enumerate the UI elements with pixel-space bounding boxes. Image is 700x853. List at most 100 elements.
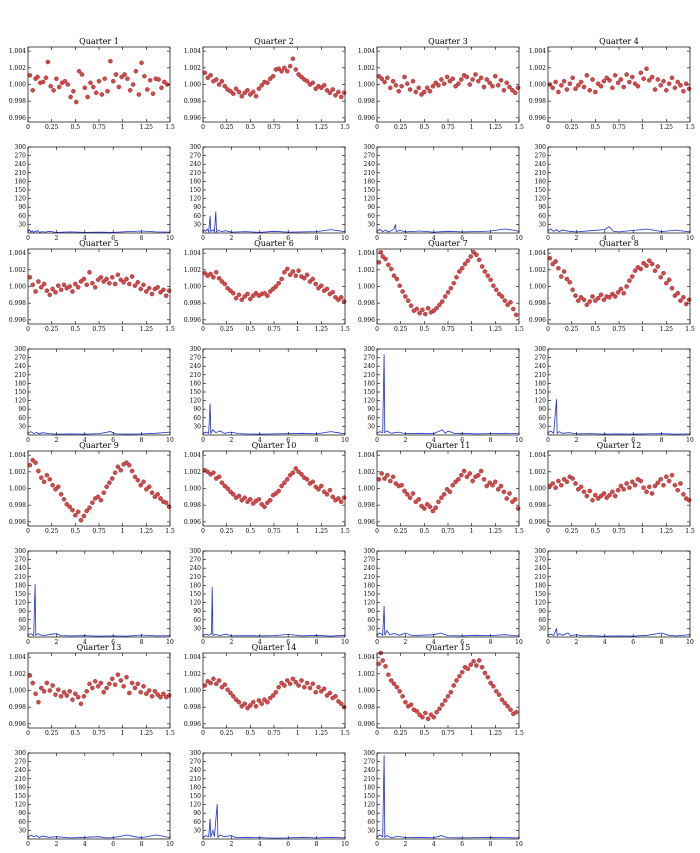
y-tick-label: 0.996: [9, 721, 26, 728]
data-point: [327, 690, 333, 696]
plot-frame: [376, 348, 520, 436]
data-point: [454, 274, 459, 280]
y-tick-label: 240: [535, 565, 547, 572]
data-point: [462, 261, 468, 267]
data-point: [456, 81, 461, 86]
x-tick-label: 8: [140, 841, 144, 848]
y-tick-label: 90: [367, 810, 375, 817]
y-tick-label: 90: [367, 608, 375, 615]
data-point: [282, 65, 287, 71]
x-tick-label: 8: [140, 639, 144, 646]
chart-title: Quarter 10: [252, 441, 297, 450]
data-point: [393, 83, 399, 88]
data-point: [307, 685, 313, 691]
x-tick-label: 4: [83, 639, 87, 646]
x-tick-label: 8: [660, 639, 664, 646]
x-tick-label: 0: [375, 528, 379, 535]
data-point: [481, 84, 487, 90]
x-tick-label: 0: [201, 730, 205, 737]
data-point: [647, 78, 652, 83]
data-point: [638, 266, 644, 272]
x-tick-label: 6: [286, 841, 290, 848]
chart-title: Quarter 4: [599, 37, 639, 46]
y-tick-label: 90: [193, 406, 201, 413]
y-tick-label: 150: [364, 187, 376, 194]
data-point: [36, 468, 41, 474]
data-point: [621, 290, 627, 296]
data-point: [279, 483, 284, 489]
y-tick-label: 120: [535, 600, 547, 607]
data-point: [84, 508, 89, 514]
data-point: [33, 289, 38, 294]
x-tick-label: 1.25: [489, 326, 503, 333]
data-point: [92, 284, 98, 290]
y-tick-label: 210: [364, 776, 376, 783]
data-point: [121, 279, 126, 285]
data-point: [90, 280, 95, 286]
y-tick-label: 240: [364, 565, 376, 572]
data-point: [219, 78, 225, 84]
x-tick-label: 0: [546, 639, 550, 646]
data-point: [50, 286, 55, 292]
data-point: [499, 697, 505, 703]
data-point: [276, 280, 282, 286]
x-tick-label: 1: [296, 326, 300, 333]
data-point: [465, 666, 471, 672]
data-point: [133, 68, 139, 74]
x-tick-label: 1.25: [660, 528, 674, 535]
x-tick-label: 1: [641, 326, 645, 333]
data-point: [470, 77, 475, 82]
data-point: [495, 486, 501, 492]
data-point: [448, 285, 454, 291]
y-tick-label: 210: [190, 372, 202, 379]
y-tick-label: 0.998: [529, 300, 546, 307]
chart-title: Quarter 3: [428, 37, 468, 46]
data-point: [410, 491, 416, 496]
data-point: [110, 676, 115, 682]
data-point: [124, 276, 129, 282]
x-tick-label: 6: [460, 235, 464, 242]
y-tick-label: 180: [364, 582, 376, 589]
x-tick-label: 8: [489, 841, 493, 848]
data-point: [211, 676, 216, 682]
data-point: [256, 496, 262, 502]
x-tick-label: 1.25: [140, 326, 154, 333]
data-point: [437, 706, 442, 712]
x-tick-label: 8: [489, 639, 493, 646]
data-point: [678, 83, 683, 88]
data-point: [482, 269, 488, 274]
data-point: [445, 694, 451, 699]
x-tick-label: 0.75: [267, 528, 281, 535]
y-tick-label: 1.002: [529, 65, 546, 72]
data-point: [587, 88, 593, 93]
x-tick-label: 10: [515, 437, 523, 444]
x-tick-label: 0.25: [45, 326, 59, 333]
y-tick-label: 300: [190, 346, 202, 353]
data-point: [284, 266, 290, 272]
data-point: [430, 83, 436, 89]
y-tick-label: 0.998: [358, 98, 375, 105]
y-tick-label: 60: [367, 213, 375, 220]
y-tick-label: 1.002: [358, 671, 375, 678]
data-point: [270, 693, 276, 698]
data-point: [587, 299, 593, 304]
data-point: [293, 679, 299, 685]
y-tick-label: 210: [364, 574, 376, 581]
data-point: [467, 82, 473, 87]
data-point: [138, 689, 143, 695]
data-point: [61, 496, 67, 502]
data-point: [610, 489, 615, 495]
x-tick-label: 1.5: [514, 326, 524, 333]
x-tick-label: 0.25: [394, 528, 408, 535]
data-point: [92, 679, 98, 684]
data-point: [81, 513, 87, 519]
data-point: [496, 291, 502, 297]
data-point: [564, 87, 570, 92]
data-point: [296, 72, 301, 77]
y-tick-label: 180: [15, 784, 27, 791]
x-tick-label: 4: [603, 437, 607, 444]
y-tick-label: 210: [364, 372, 376, 379]
data-point: [265, 293, 270, 299]
